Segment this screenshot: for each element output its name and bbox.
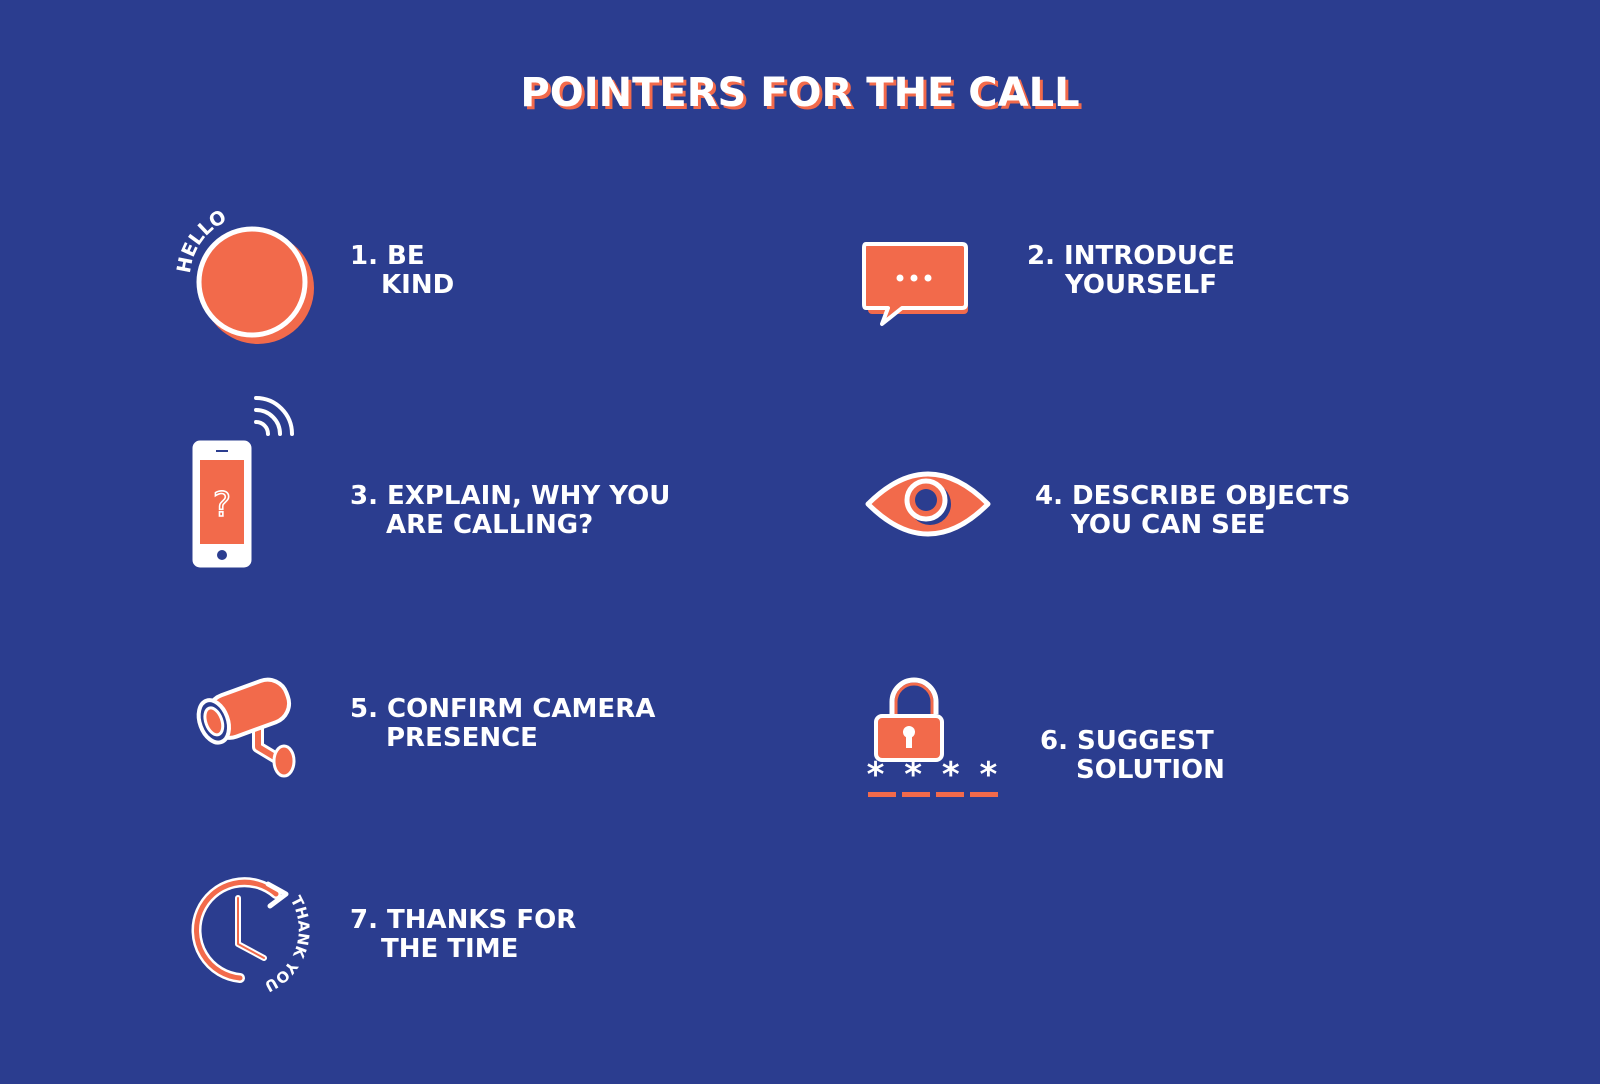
tip-line2: ARE CALLING? (386, 510, 594, 540)
tip-line2: KIND (381, 270, 455, 300)
tip-line2: YOURSELF (1065, 270, 1217, 300)
hello-circle-icon: HELLO (172, 206, 322, 348)
tip-line1: BE (387, 241, 425, 271)
clock-thank-you-icon: THANK YOU (188, 872, 318, 1002)
tip-line1: SUGGEST (1077, 726, 1214, 756)
tip-number: 4. (1035, 481, 1063, 511)
tip-line1: THANKS FOR (387, 905, 577, 935)
tip-line1: DESCRIBE OBJECTS (1072, 481, 1351, 511)
tip-line2: THE TIME (381, 934, 519, 964)
eye-icon (864, 464, 994, 544)
tip-number: 1. (350, 241, 378, 271)
question-mark: ? (213, 485, 231, 525)
tip-line2: PRESENCE (386, 723, 538, 753)
tip-number: 5. (350, 694, 378, 724)
tip-number: 2. (1027, 241, 1055, 271)
password-asterisks: * * * * (867, 755, 1002, 795)
tip-number: 3. (350, 481, 378, 511)
tip-number: 7. (350, 905, 378, 935)
tip-line2: SOLUTION (1076, 755, 1225, 785)
padlock-password-icon: * * * * (864, 677, 1004, 810)
tip-line2: YOU CAN SEE (1071, 510, 1266, 540)
tip-number: 6. (1040, 726, 1068, 756)
phone-question-icon: ? (190, 396, 300, 572)
speech-bubble-icon (862, 242, 972, 332)
tip-line1: EXPLAIN, WHY YOU (387, 481, 671, 511)
tip-line1: CONFIRM CAMERA (387, 694, 656, 724)
tip-line1: INTRODUCE (1064, 241, 1235, 271)
page-title: POINTERS FOR THE CALL (520, 70, 1080, 116)
security-camera-icon (188, 665, 308, 785)
